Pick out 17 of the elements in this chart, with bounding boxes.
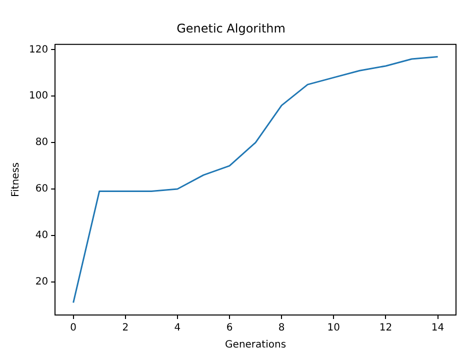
x-tick-label: 14 — [431, 322, 444, 334]
x-tick-label: 2 — [122, 322, 129, 334]
x-axis-title: Generations — [225, 340, 286, 351]
y-tick-label: 120 — [28, 44, 48, 56]
x-tick-label: 0 — [70, 322, 76, 334]
x-tick-label: 12 — [379, 322, 392, 334]
chart-title: Genetic Algorithm — [176, 21, 286, 36]
y-tick-label: 60 — [35, 184, 48, 195]
x-tick-label: 4 — [174, 322, 181, 334]
y-tick-label: 40 — [35, 230, 48, 241]
y-tick-label: 20 — [35, 276, 48, 288]
x-tick-label: 10 — [327, 322, 340, 334]
x-tick-label: 6 — [226, 322, 233, 334]
x-tick-label: 8 — [278, 322, 285, 334]
y-tick-label: 100 — [28, 90, 48, 102]
y-axis-title: Fitness — [10, 162, 22, 198]
y-tick-label: 80 — [35, 137, 48, 148]
